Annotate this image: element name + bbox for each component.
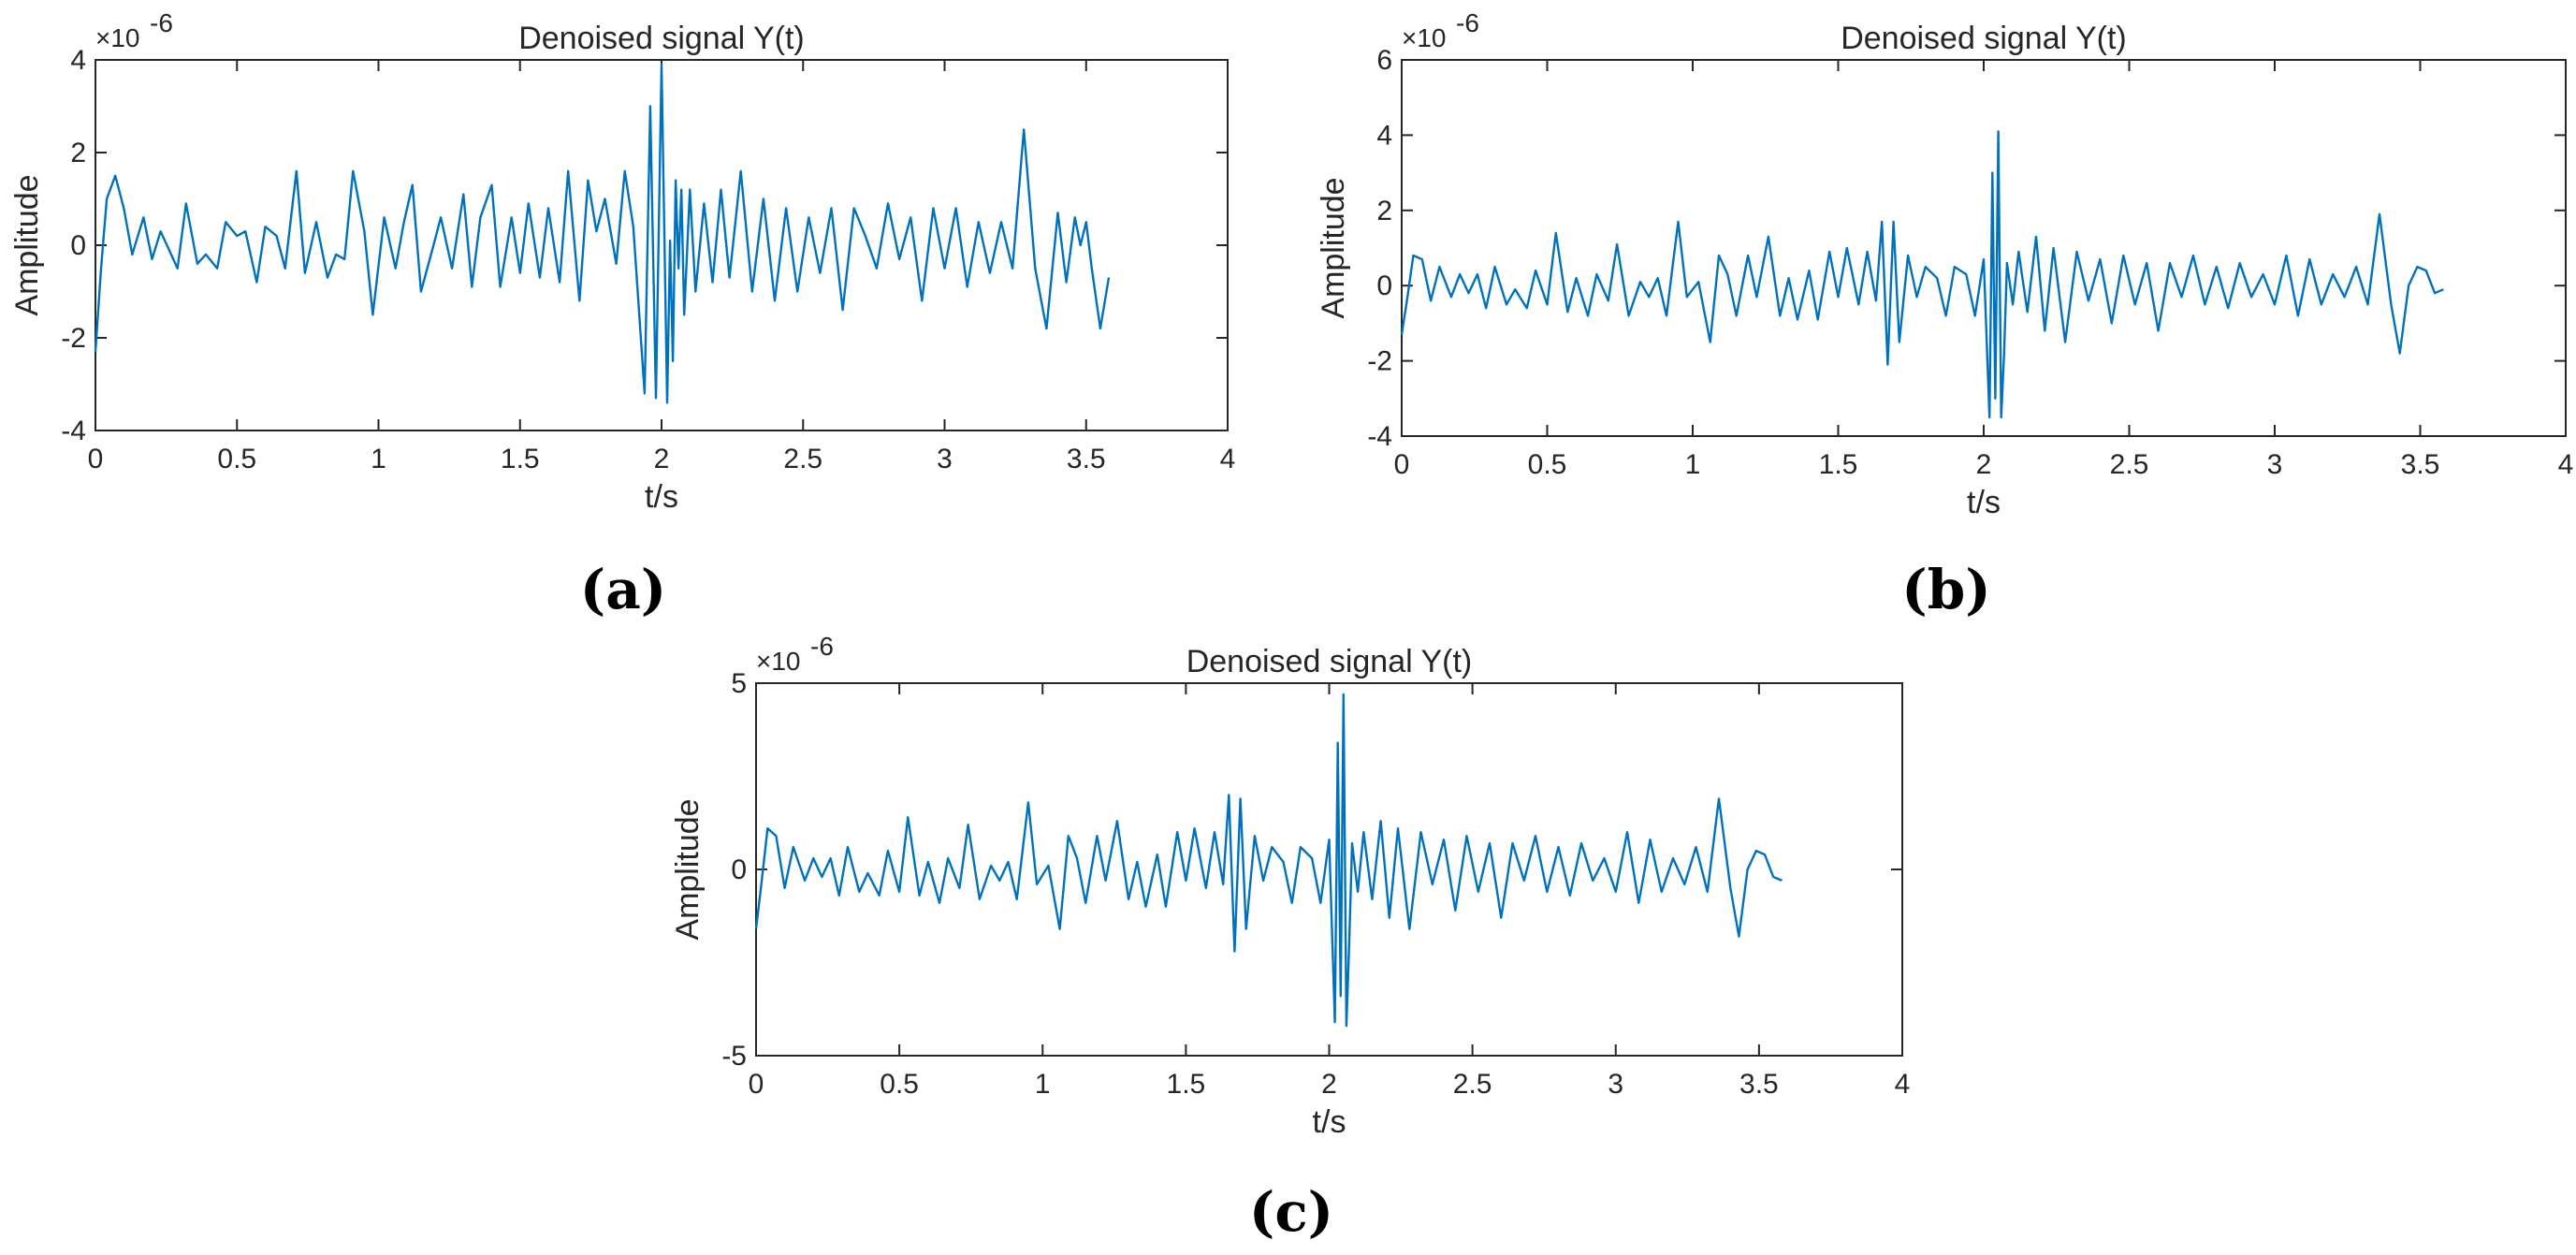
chart-panel-3: 0 0.5 1 1.5 2 2.5 3 3.5 4-505×10-6 Denoised signa… — [670, 632, 1910, 1244]
chart-title: Denoised signal Y(t) — [518, 21, 805, 56]
x-tick-label: 2.5 — [1453, 1069, 1492, 1100]
y-exponent: -6 — [810, 632, 834, 661]
y-tick-label: 4 — [70, 45, 86, 76]
x-axis-label: t/s — [1967, 485, 2001, 520]
x-tick-label: 2 — [1976, 449, 1992, 480]
y-tick-label: 0 — [1376, 270, 1392, 301]
plot-frame — [1401, 59, 2567, 437]
x-tick-label: 3 — [937, 444, 953, 474]
y-multiplier: ×10 — [756, 647, 801, 676]
x-tick-label: 1.5 — [501, 444, 540, 474]
x-tick-label: 0 — [88, 444, 104, 474]
chart-panel-2: 0 0.5 1 1.5 2 2.5 3 3.5 4 -4 -2 0 2 4 6 ×10 -6 Denoised s… — [1316, 8, 2573, 621]
x-tick-label: 1.5 — [1819, 449, 1858, 480]
x-tick-label: 3.5 — [1739, 1069, 1779, 1100]
x-tick-label: 4 — [1895, 1069, 1911, 1100]
y-axis-label: Amplitude — [670, 798, 706, 940]
x-tick-label: 0 — [1394, 449, 1410, 480]
y-tick-label: 6 — [1376, 45, 1392, 76]
series-line-y-t- — [94, 63, 1111, 404]
chart-panel-1: 0 0.5 1 1.5 2 2.5 3 3.5 4 -4 -2 0 2 4 ×10 -6 Denoised si… — [9, 8, 1235, 621]
y-axis-label: Amplitude — [1316, 177, 1351, 318]
x-tick-label: 2 — [654, 444, 670, 474]
y-tick-label: -4 — [1367, 421, 1392, 452]
y-tick-label: 0 — [731, 854, 747, 885]
y-tick-label: -5 — [721, 1041, 747, 1072]
panel-caption: (b) — [1901, 558, 1990, 621]
chart-title: Denoised signal Y(t) — [1186, 644, 1473, 679]
y-exponent: -6 — [150, 8, 173, 37]
x-tick-label: 2.5 — [783, 444, 822, 474]
y-tick-label: -2 — [61, 323, 86, 354]
y-tick-label: -2 — [1367, 346, 1392, 377]
x-tick-label: 0.5 — [1528, 449, 1567, 480]
y-multiplier: ×10 — [1402, 23, 1447, 52]
y-tick-label: 5 — [731, 668, 747, 699]
chart-title: Denoised signal Y(t) — [1841, 21, 2127, 56]
x-tick-label: 3 — [2267, 449, 2283, 480]
y-axis-label: Amplitude — [9, 174, 45, 315]
y-multiplier: ×10 — [95, 23, 140, 52]
x-tick-label: 3.5 — [1067, 444, 1106, 474]
x-axis-label: t/s — [645, 479, 678, 515]
panel-caption: (c) — [1249, 1180, 1333, 1244]
x-tick-label: 1 — [1035, 1069, 1051, 1100]
x-tick-label: 0 — [749, 1069, 764, 1100]
x-tick-label: 2.5 — [2110, 449, 2149, 480]
x-tick-label: 0.5 — [217, 444, 256, 474]
panel-caption: (a) — [580, 558, 666, 621]
x-tick-label: 3 — [1608, 1069, 1623, 1100]
x-tick-label: 2 — [1321, 1069, 1337, 1100]
x-tick-label: 1 — [1685, 449, 1701, 480]
x-tick-label: 1 — [371, 444, 386, 474]
y-tick-label: 4 — [1376, 120, 1392, 151]
series-line-y-t- — [1400, 130, 2444, 419]
y-tick-label: -4 — [61, 416, 86, 446]
x-tick-label: 0.5 — [880, 1069, 919, 1100]
y-tick-label: 0 — [70, 230, 86, 261]
y-tick-label: 2 — [1376, 196, 1392, 226]
x-tick-label: 4 — [1220, 444, 1236, 474]
x-tick-label: 3.5 — [2401, 449, 2440, 480]
y-exponent: -6 — [1456, 8, 1479, 37]
x-axis-label: t/s — [1313, 1104, 1346, 1140]
x-tick-label: 1.5 — [1167, 1069, 1206, 1100]
y-tick-label: 2 — [70, 138, 86, 168]
series-line-y-t- — [754, 693, 1783, 1028]
x-tick-label: 4 — [2558, 449, 2574, 480]
